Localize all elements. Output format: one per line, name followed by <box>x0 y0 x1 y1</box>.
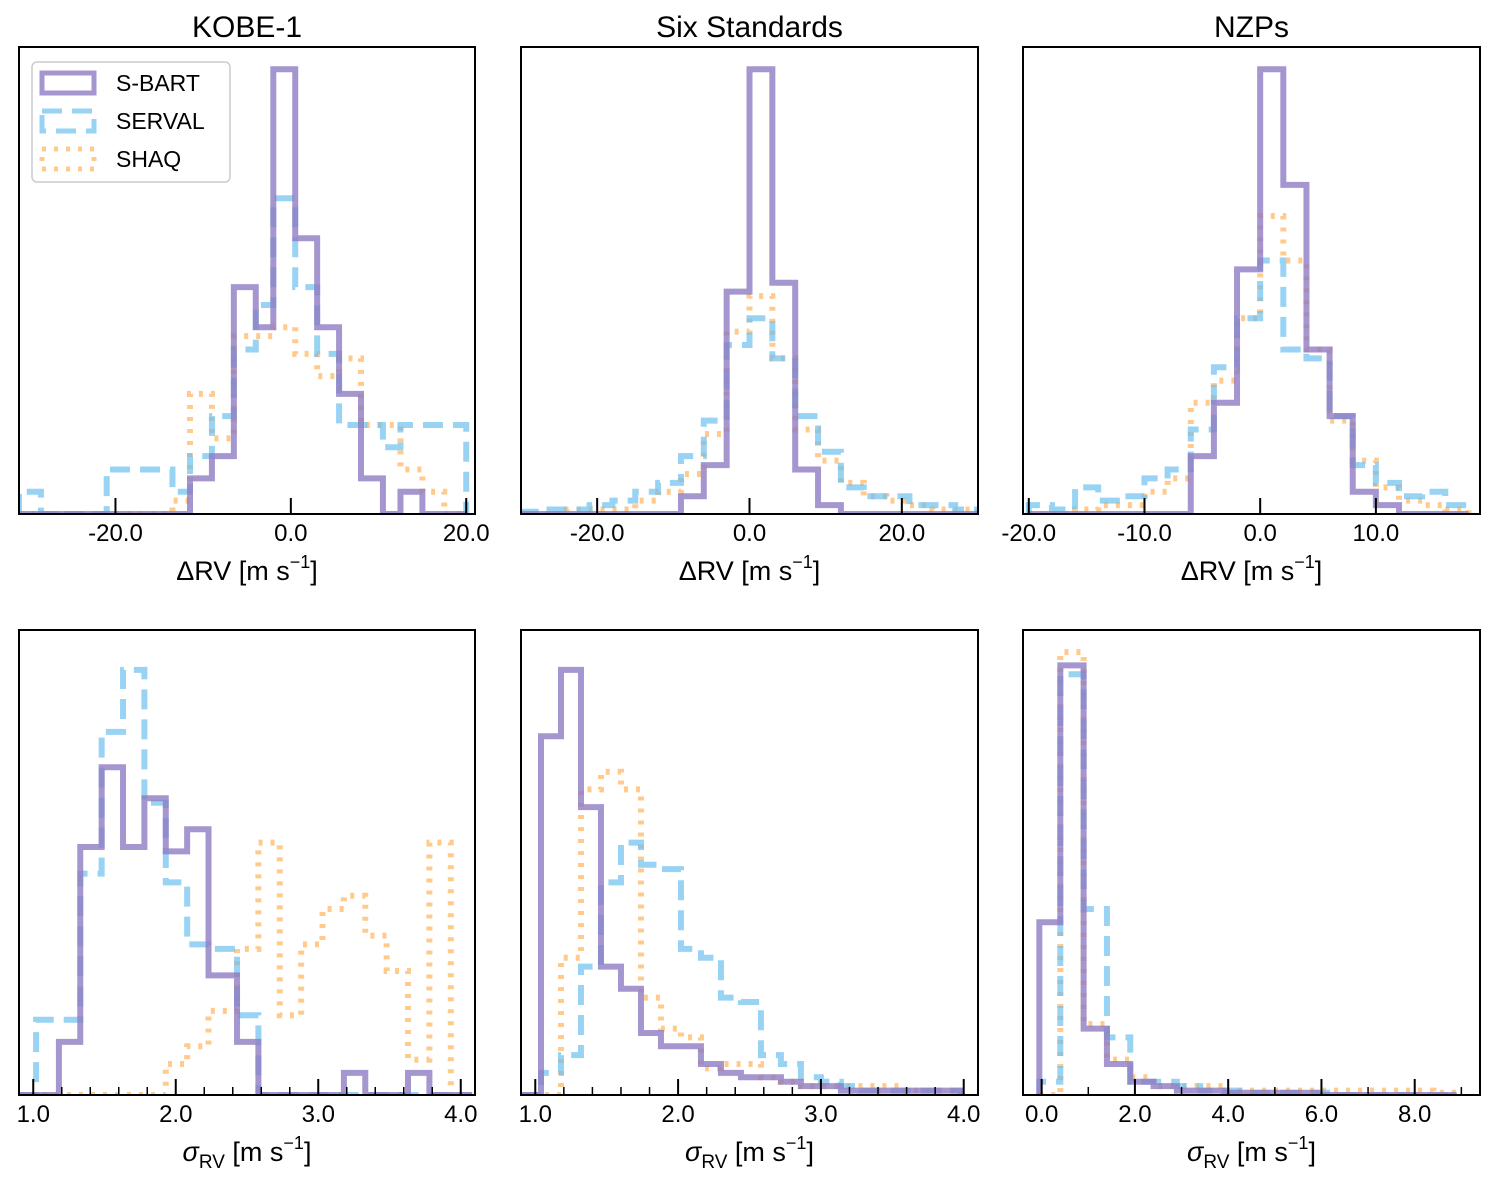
panel-title: NZPs <box>1214 11 1289 44</box>
panel-nzp-drv: -20.0 -10.0 0.0 10.0 NZPs ΔRV [m s−1] <box>1001 11 1481 586</box>
x-tick-label: 0.0 <box>733 520 766 547</box>
series-sbart-histogram <box>1028 66 1469 514</box>
x-tick-label: 2.0 <box>1118 1101 1151 1128</box>
x-tick-label: 2.0 <box>159 1101 192 1128</box>
x-tick-label: 4.0 <box>947 1101 980 1128</box>
x-tick-label: 2.0 <box>661 1101 694 1128</box>
series-shaq-histogram <box>1039 649 1460 1095</box>
series-sbart-histogram <box>521 66 978 514</box>
plot-area <box>19 66 470 514</box>
x-tick-label: 3.0 <box>804 1101 837 1128</box>
x-tick-label: 1.0 <box>17 1101 50 1128</box>
panel-title: KOBE-1 <box>192 11 302 44</box>
x-tick-label: 20.0 <box>878 520 925 547</box>
legend: S-BART SERVAL SHAQ <box>31 61 231 183</box>
x-tick-label: 3.0 <box>302 1101 335 1128</box>
legend-label-shaq: SHAQ <box>116 146 181 172</box>
panel-six-sig: 1.0 2.0 3.0 4.0 σRV [m s−1] <box>519 629 980 1173</box>
axes-frame <box>520 629 979 1096</box>
series-serval-histogram <box>1025 257 1472 514</box>
axes-frame <box>1022 46 1481 515</box>
legend-label-sbart: S-BART <box>116 70 200 96</box>
panel-nzp-sig: 0.0 2.0 4.0 6.0 8.0 σRV [m s−1] <box>1022 629 1481 1173</box>
axes-frame <box>18 46 476 515</box>
panel-title: Six Standards <box>656 11 843 44</box>
x-tick-label: 10.0 <box>1353 520 1400 547</box>
x-tick-label: 8.0 <box>1398 1101 1431 1128</box>
x-tick-label: 6.0 <box>1305 1101 1338 1128</box>
series-sbart-histogram <box>1036 662 1457 1095</box>
series-shaq-histogram <box>521 768 964 1095</box>
plot-area <box>1036 649 1460 1095</box>
axes-frame <box>1022 629 1481 1096</box>
x-axis-label: σRV [m s−1] <box>685 1133 814 1173</box>
series-shaq-histogram <box>521 293 978 514</box>
series-sbart-histogram <box>521 666 964 1095</box>
x-tick-label: 1.0 <box>519 1101 552 1128</box>
x-axis-label: σRV [m s−1] <box>183 1133 312 1173</box>
series-shaq-histogram <box>19 324 467 514</box>
series-sbart-histogram <box>19 66 467 514</box>
legend-swatch-sbart <box>39 70 97 96</box>
series-serval-histogram <box>1036 671 1457 1095</box>
x-tick-label: -20.0 <box>88 520 143 547</box>
x-axis-label: ΔRV [m s−1] <box>679 552 821 586</box>
x-axis-label: ΔRV [m s−1] <box>176 552 318 586</box>
x-tick-label: -20.0 <box>570 520 625 547</box>
plot-area <box>521 666 964 1095</box>
x-tick-label: 0.0 <box>1025 1101 1058 1128</box>
series-sbart-histogram <box>19 764 473 1095</box>
plot-area <box>19 666 473 1095</box>
x-axis-label: σRV [m s−1] <box>1187 1133 1316 1173</box>
plot-area <box>521 66 978 514</box>
axes-frame <box>18 629 476 1096</box>
plot-area <box>1025 66 1472 514</box>
series-serval-histogram <box>19 666 473 1095</box>
x-tick-label: 0.0 <box>1243 520 1276 547</box>
series-shaq-histogram <box>19 839 473 1095</box>
x-tick-label: -20.0 <box>1001 520 1056 547</box>
panel-kobe-sig: 1.0 2.0 3.0 4.0 σRV [m s−1] <box>17 629 477 1173</box>
series-serval-histogram <box>521 315 978 514</box>
x-axis-label: ΔRV [m s−1] <box>1181 552 1323 586</box>
x-tick-label: -10.0 <box>1117 520 1172 547</box>
legend-swatch-shaq <box>39 146 97 172</box>
legend-swatch-serval <box>39 108 97 134</box>
x-tick-label: 4.0 <box>1211 1101 1244 1128</box>
series-serval-histogram <box>19 195 470 514</box>
series-shaq-histogram <box>1028 213 1472 514</box>
series-serval-histogram <box>521 839 964 1095</box>
panel-kobe-drv: -20.0 0.0 20.0 KOBE-1 ΔRV [m s−1] <box>18 11 490 586</box>
panel-six-drv: -20.0 0.0 20.0 Six Standards ΔRV [m s−1] <box>520 11 979 586</box>
x-tick-label: 4.0 <box>444 1101 477 1128</box>
x-tick-label: 0.0 <box>274 520 307 547</box>
x-tick-label: 20.0 <box>443 520 490 547</box>
legend-label-serval: SERVAL <box>116 108 205 134</box>
